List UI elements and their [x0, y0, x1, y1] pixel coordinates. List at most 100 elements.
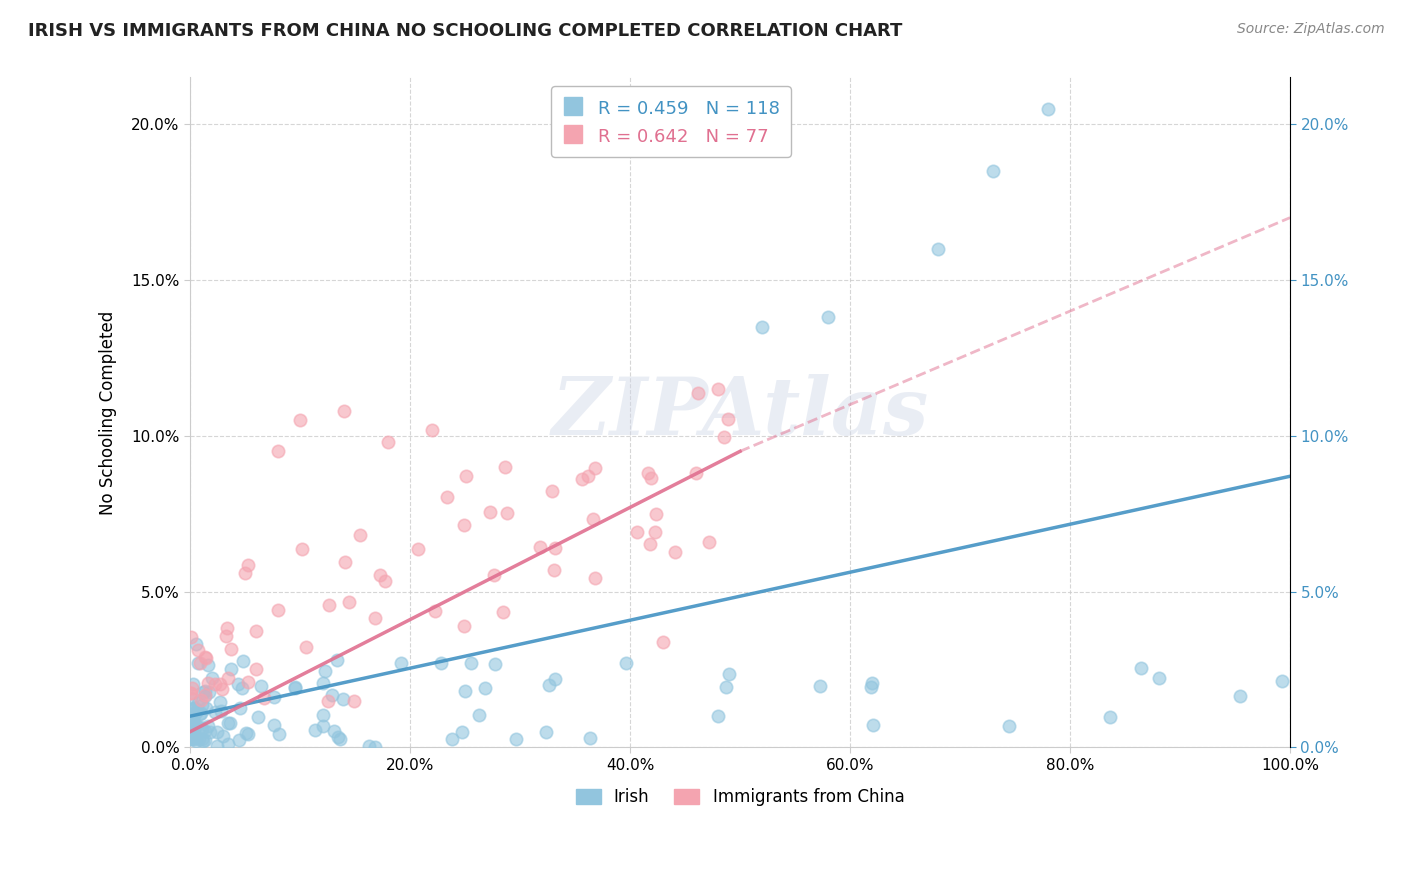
Point — [321, 689, 343, 703]
Point — [245, 624, 267, 638]
Point — [205, 739, 228, 753]
Point — [183, 724, 205, 739]
Point — [454, 468, 477, 483]
Point — [927, 242, 949, 256]
Point — [614, 657, 637, 671]
Point — [191, 685, 214, 699]
Point — [333, 555, 356, 569]
Point — [179, 686, 201, 700]
Point — [191, 722, 214, 736]
Point — [1098, 710, 1121, 724]
Point — [578, 731, 600, 745]
Point — [453, 619, 475, 633]
Point — [197, 676, 219, 690]
Point — [188, 732, 211, 747]
Point — [329, 731, 352, 746]
Point — [717, 411, 740, 425]
Point — [217, 671, 239, 685]
Point — [200, 725, 222, 739]
Point — [436, 490, 458, 504]
Point — [197, 658, 219, 673]
Point — [644, 525, 666, 540]
Point — [451, 725, 474, 739]
Point — [423, 604, 446, 618]
Point — [318, 598, 340, 612]
Point — [337, 595, 360, 609]
Point — [190, 693, 212, 707]
Point — [201, 671, 224, 685]
Point — [1229, 689, 1251, 703]
Point — [238, 558, 260, 572]
Point — [183, 716, 205, 731]
Point — [188, 706, 211, 721]
Point — [492, 605, 515, 619]
Point — [478, 505, 501, 519]
Point — [406, 541, 429, 556]
Point — [195, 650, 218, 665]
Point — [207, 725, 229, 739]
Point — [184, 706, 207, 720]
Point — [181, 712, 204, 726]
Point — [505, 731, 527, 746]
Text: Source: ZipAtlas.com: Source: ZipAtlas.com — [1237, 22, 1385, 37]
Y-axis label: No Schooling Completed: No Schooling Completed — [100, 310, 117, 515]
Point — [713, 430, 735, 444]
Point — [288, 413, 311, 427]
Point — [180, 686, 202, 700]
Point — [188, 720, 211, 734]
Point — [1271, 673, 1294, 688]
Point — [1129, 661, 1152, 675]
Point — [685, 466, 707, 480]
Point — [184, 705, 207, 719]
Point — [217, 737, 239, 751]
Point — [998, 719, 1021, 733]
Point — [585, 570, 607, 584]
Point — [640, 537, 662, 551]
Point — [343, 693, 366, 707]
Point — [263, 717, 285, 731]
Point — [198, 685, 221, 699]
Point — [291, 542, 314, 557]
Point — [664, 545, 686, 559]
Point — [536, 725, 558, 739]
Point — [191, 733, 214, 747]
Point — [231, 681, 253, 695]
Point — [253, 691, 276, 706]
Point — [652, 635, 675, 649]
Point — [187, 656, 209, 670]
Point — [640, 471, 662, 485]
Point — [219, 662, 242, 676]
Point — [186, 717, 208, 731]
Point — [183, 731, 205, 746]
Point — [217, 716, 239, 731]
Point — [322, 724, 344, 739]
Point — [228, 732, 250, 747]
Point — [215, 629, 238, 643]
Point — [231, 654, 253, 668]
Text: IRISH VS IMMIGRANTS FROM CHINA NO SCHOOLING COMPLETED CORRELATION CHART: IRISH VS IMMIGRANTS FROM CHINA NO SCHOOL… — [28, 22, 903, 40]
Point — [194, 683, 217, 698]
Point — [184, 637, 207, 651]
Point — [368, 568, 391, 582]
Point — [377, 435, 399, 450]
Point — [808, 680, 831, 694]
Point — [181, 681, 204, 695]
Point — [333, 404, 356, 418]
Point — [215, 621, 238, 635]
Point — [1147, 671, 1170, 685]
Point — [267, 727, 290, 741]
Point — [582, 512, 605, 526]
Point — [571, 472, 593, 486]
Point — [312, 708, 335, 723]
Point — [326, 653, 349, 667]
Point — [714, 681, 737, 695]
Point — [194, 733, 217, 747]
Point — [212, 729, 235, 743]
Point — [363, 611, 385, 625]
Point — [626, 524, 648, 539]
Point — [981, 164, 1004, 178]
Point — [263, 690, 285, 705]
Point — [429, 657, 451, 671]
Point — [209, 677, 232, 691]
Point — [541, 483, 564, 498]
